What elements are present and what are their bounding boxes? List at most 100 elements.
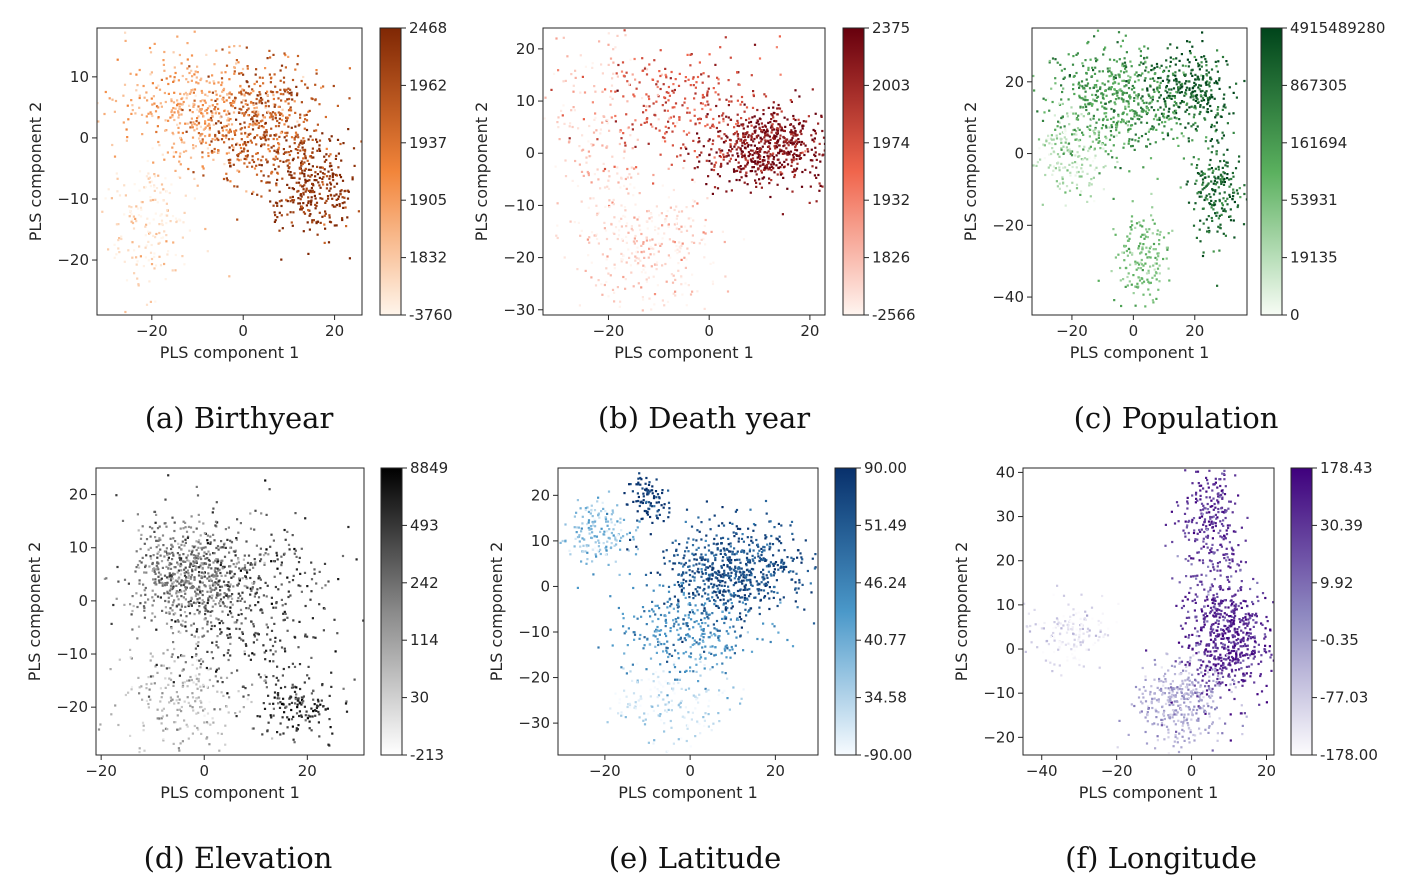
scatter-point bbox=[1120, 121, 1123, 124]
scatter-point bbox=[773, 137, 777, 140]
scatter-point bbox=[255, 68, 258, 71]
scatter-point bbox=[790, 100, 793, 103]
scatter-point bbox=[292, 686, 295, 689]
scatter-point bbox=[241, 591, 244, 594]
scatter-point bbox=[201, 590, 204, 593]
scatter-point bbox=[629, 264, 632, 267]
scatter-point bbox=[1048, 59, 1051, 63]
scatter-point bbox=[1211, 96, 1214, 99]
scatter-point bbox=[1105, 112, 1108, 115]
scatter-point bbox=[169, 75, 172, 78]
scatter-point bbox=[1232, 131, 1235, 134]
scatter-point bbox=[1174, 109, 1177, 112]
scatter-point bbox=[1155, 258, 1159, 261]
scatter-point bbox=[280, 64, 284, 67]
scatter-point bbox=[274, 103, 277, 106]
scatter-point bbox=[254, 123, 257, 126]
scatter-point bbox=[1100, 92, 1103, 95]
scatter-point bbox=[1220, 180, 1223, 183]
scatter-point bbox=[342, 142, 345, 145]
scatter-point bbox=[1122, 251, 1125, 254]
scatter-point bbox=[606, 119, 609, 122]
scatter-point bbox=[1128, 138, 1131, 141]
scatter-point bbox=[1078, 86, 1081, 89]
scatter-point bbox=[1172, 111, 1175, 114]
scatter-point bbox=[750, 138, 753, 141]
scatter-point bbox=[654, 225, 657, 228]
scatter-point bbox=[185, 130, 188, 133]
scatter-point bbox=[201, 99, 204, 102]
scatter-point bbox=[151, 589, 154, 592]
scatter-point bbox=[283, 88, 286, 91]
scatter-point bbox=[1209, 104, 1212, 108]
scatter-point bbox=[1127, 102, 1130, 105]
scatter-point bbox=[706, 123, 709, 126]
scatter-point bbox=[167, 596, 170, 599]
scatter-point bbox=[221, 81, 224, 84]
scatter-point bbox=[246, 65, 249, 68]
scatter-point bbox=[246, 561, 250, 564]
scatter-point bbox=[624, 287, 627, 290]
scatter-point bbox=[1206, 230, 1209, 233]
scatter-point bbox=[193, 561, 196, 564]
scatter-point bbox=[761, 138, 764, 141]
scatter-point bbox=[1069, 150, 1072, 153]
scatter-point bbox=[259, 560, 262, 563]
scatter-point bbox=[313, 179, 316, 182]
scatter-point bbox=[260, 143, 263, 146]
scatter-point bbox=[1201, 254, 1205, 258]
scatter-point bbox=[138, 579, 141, 582]
scatter-point bbox=[180, 710, 183, 713]
scatter-point bbox=[130, 112, 133, 115]
scatter-point bbox=[222, 87, 226, 90]
scatter-point bbox=[751, 166, 754, 169]
scatter-point bbox=[197, 513, 200, 516]
scatter-point bbox=[777, 129, 780, 132]
scatter-point bbox=[299, 149, 302, 152]
scatter-point bbox=[1228, 86, 1231, 89]
scatter-point bbox=[1156, 86, 1159, 89]
scatter-point bbox=[1245, 198, 1247, 201]
scatter-point bbox=[702, 231, 705, 234]
scatter-point bbox=[802, 142, 805, 145]
scatter-point bbox=[189, 156, 193, 159]
scatter-point bbox=[688, 131, 691, 134]
scatter-point bbox=[252, 103, 255, 106]
scatter-point bbox=[667, 99, 670, 102]
scatter-point bbox=[1169, 92, 1172, 95]
scatter-point bbox=[1084, 95, 1087, 98]
scatter-point bbox=[1095, 166, 1098, 169]
scatter-point bbox=[773, 171, 776, 174]
scatter-point bbox=[169, 116, 172, 119]
scatter-point bbox=[660, 242, 663, 246]
scatter-point bbox=[198, 585, 201, 588]
scatter-point bbox=[723, 240, 726, 244]
scatter-point bbox=[1196, 172, 1200, 175]
scatter-point bbox=[174, 107, 177, 110]
scatter-point bbox=[1050, 134, 1053, 137]
scatter-point bbox=[1162, 108, 1166, 111]
scatter-point bbox=[557, 69, 560, 72]
scatter-point bbox=[1153, 274, 1156, 277]
scatter-point bbox=[253, 167, 257, 170]
scatter-point bbox=[265, 623, 268, 626]
scatter-point bbox=[306, 717, 309, 720]
scatter-point bbox=[676, 214, 679, 217]
scatter-point bbox=[625, 235, 628, 238]
scatter-point bbox=[667, 223, 670, 226]
scatter-point bbox=[290, 221, 293, 224]
scatter-point bbox=[744, 157, 747, 160]
y-tick-label: −20 bbox=[57, 251, 89, 269]
scatter-point bbox=[1076, 52, 1079, 55]
scatter-point bbox=[1144, 69, 1147, 72]
scatter-point bbox=[612, 72, 615, 75]
scatter-point bbox=[196, 628, 199, 631]
scatter-point bbox=[1153, 109, 1156, 112]
scatter-point bbox=[286, 629, 289, 632]
scatter-point bbox=[740, 152, 743, 155]
scatter-point bbox=[1054, 142, 1057, 146]
scatter-point bbox=[1045, 138, 1048, 141]
scatter-point bbox=[260, 180, 263, 183]
scatter-point bbox=[178, 749, 181, 752]
scatter-point bbox=[1178, 59, 1181, 62]
